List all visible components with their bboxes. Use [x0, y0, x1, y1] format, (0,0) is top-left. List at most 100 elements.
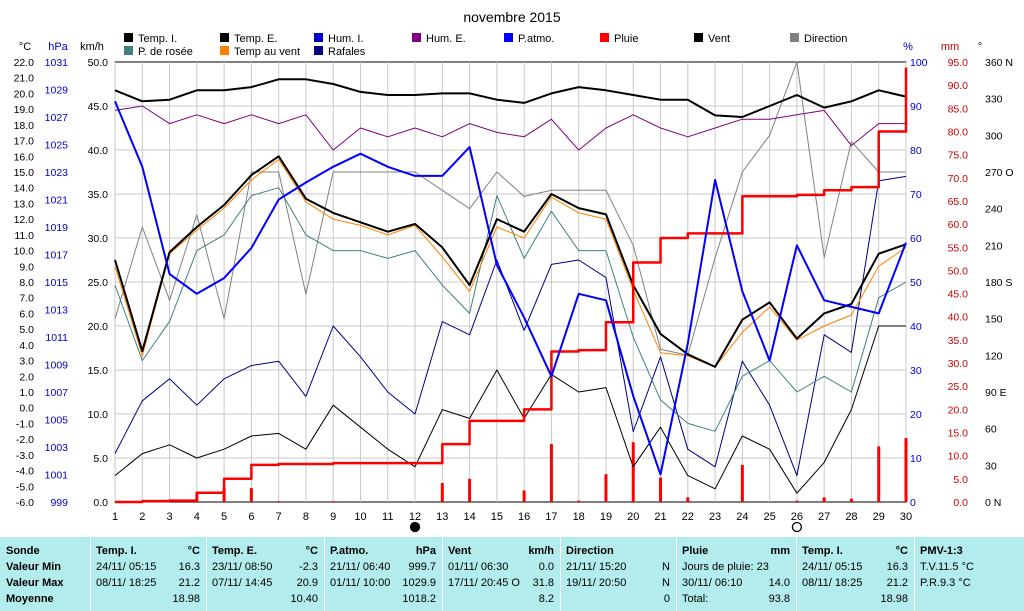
legend-swatch — [412, 33, 421, 42]
y-tick-label: 60.0 — [948, 219, 969, 231]
stats-cell-value: N — [662, 577, 670, 589]
rain-daily-bar — [659, 477, 663, 502]
x-tick-label: 10 — [354, 511, 366, 523]
stats-cell-value: -2.3 — [299, 561, 318, 573]
series-line — [114, 175, 907, 477]
series-line — [114, 78, 907, 118]
legend-label: Temp. E. — [234, 33, 277, 45]
rain-daily-bar — [331, 501, 335, 502]
x-tick-label: 25 — [763, 511, 775, 523]
y-tick-label: 0.0 — [953, 497, 968, 509]
series-line — [114, 100, 907, 476]
y-tick-label: 240 — [985, 204, 1003, 216]
legend-swatch — [220, 46, 229, 55]
y-tick-label: 210 — [985, 240, 1003, 252]
rain-daily-bar — [631, 442, 635, 502]
y-tick-label: 40.0 — [88, 145, 109, 157]
y-tick-label: -4.0 — [16, 466, 34, 478]
stats-cell-label: 24/11/ 05:15 — [802, 561, 863, 573]
y-tick-label: 95.0 — [948, 57, 969, 69]
stats-section-title: Vent — [448, 545, 472, 557]
x-tick-label: 17 — [545, 511, 557, 523]
y-tick-label: 9.0 — [19, 261, 34, 273]
y-tick-label: 20.0 — [14, 88, 35, 100]
stats-cell-label: Jours de pluie: 23 — [682, 561, 769, 573]
y-tick-label: 100 — [910, 57, 928, 69]
legend-swatch — [504, 33, 513, 42]
stats-cell-value: 20.9 — [296, 577, 318, 589]
stats-section-unit: °C — [305, 545, 318, 557]
stats-section-title: Temp. I. — [96, 545, 137, 557]
x-tick-label: 4 — [194, 511, 200, 523]
stats-cell-label: 19/11/ 20:50 — [566, 577, 627, 589]
y-tick-label: 13.0 — [14, 198, 35, 210]
axis-unit: °C — [19, 41, 31, 53]
y-tick-label: 21.0 — [14, 73, 35, 85]
legend-swatch — [124, 46, 133, 55]
y-tick-label: 60 — [910, 233, 922, 245]
y-tick-label: 4.0 — [19, 340, 34, 352]
x-tick-label: 1 — [112, 511, 118, 523]
stats-cell-label: 01/11/ 06:30 — [448, 561, 509, 573]
y-tick-label: 300 — [985, 130, 1003, 142]
y-tick-label: 65.0 — [948, 196, 969, 208]
stats-cell-value: 1029.9 — [402, 577, 436, 589]
x-tick-label: 9 — [330, 511, 336, 523]
stats-separator — [206, 537, 207, 611]
legend-label: P. de rosée — [138, 46, 193, 58]
x-tick-label: 11 — [382, 511, 393, 523]
stats-section: Temp. I. °C 24/11/ 05:15 16.3 08/11/ 18:25 21… — [796, 537, 914, 611]
plot-area — [114, 61, 908, 504]
y-tick-label: 30 — [985, 460, 997, 472]
x-tick-label: 26 — [791, 511, 803, 523]
stats-section-title: P.atmo. — [330, 545, 369, 557]
stats-row-labels: Sonde Valeur Min Valeur Max Moyenne — [0, 537, 90, 611]
legend-label: Temp. I. — [138, 33, 177, 45]
x-tick-label: 13 — [436, 511, 448, 523]
y-tick-label: 90 E — [985, 387, 1007, 399]
stats-cell-value: 14.0 — [768, 577, 790, 589]
y-tick-label: 10 — [910, 453, 922, 465]
stats-cell-label: 01/11/ 10:00 — [330, 577, 391, 589]
y-tick-label: 1011 — [45, 332, 68, 344]
y-tick-label: 15.0 — [948, 428, 969, 440]
y-tick-label: 55.0 — [948, 242, 969, 254]
y-tick-label: 7.0 — [19, 293, 34, 305]
y-tick-label: 60 — [985, 424, 997, 436]
y-tick-label: 3.0 — [19, 356, 34, 368]
y-tick-label: 50.0 — [88, 57, 109, 69]
stats-section: P.atmo. hPa 21/11/ 06:40 999.7 01/11/ 10:00 1… — [324, 537, 442, 611]
y-tick-label: 1025 — [45, 140, 69, 152]
y-tick-label: 50.0 — [948, 265, 969, 277]
y-tick-label: 10.0 — [948, 451, 969, 463]
y-tick-label: 0 N — [985, 497, 1001, 509]
legend-label: Vent — [708, 33, 730, 45]
y-tick-label: 10.0 — [14, 246, 35, 258]
stats-section: Temp. E. °C 23/11/ 08:50 -2.3 07/11/ 14:45 20… — [206, 537, 324, 611]
x-tick-label: 15 — [491, 511, 503, 523]
rain-daily-bar — [222, 488, 226, 502]
y-tick-label: 1023 — [45, 167, 69, 179]
stats-section-unit: km/h — [528, 545, 554, 557]
y-tick-label: 5.0 — [953, 474, 968, 486]
legend-swatch — [600, 33, 609, 42]
axis-unit: ° — [978, 41, 982, 53]
rain-daily-bar — [822, 497, 826, 502]
legend-label: Hum. I. — [328, 33, 363, 45]
stats-cell-label: 30/11/ 06:10 — [682, 577, 743, 589]
y-tick-label: -5.0 — [16, 481, 34, 493]
rain-daily-bar — [604, 474, 608, 502]
chart-axes: 1 2 3 4 5 6 7 8 9 10 11 12 13 14 15 16 17 18 19 20 21 22 23 24 2… — [14, 41, 1014, 533]
rain-daily-bar — [249, 488, 253, 502]
stats-section-unit: hPa — [415, 545, 436, 557]
y-tick-label: 1005 — [45, 415, 69, 427]
y-tick-label: 1.0 — [19, 387, 34, 399]
y-tick-label: 18.0 — [14, 120, 35, 132]
stats-cell-label: 08/11/ 18:25 — [802, 577, 863, 589]
stats-section-title: Temp. I. — [802, 545, 843, 557]
chart-legend: Temp. I. Temp. E. Hum. I. Hum. E. P.atmo. Plu… — [124, 33, 847, 58]
stats-cell-label: P.R.9.3 °C — [920, 577, 971, 589]
axis-unit: hPa — [48, 41, 68, 53]
legend-label: Pluie — [614, 33, 638, 45]
rain-daily-bar — [849, 498, 853, 502]
